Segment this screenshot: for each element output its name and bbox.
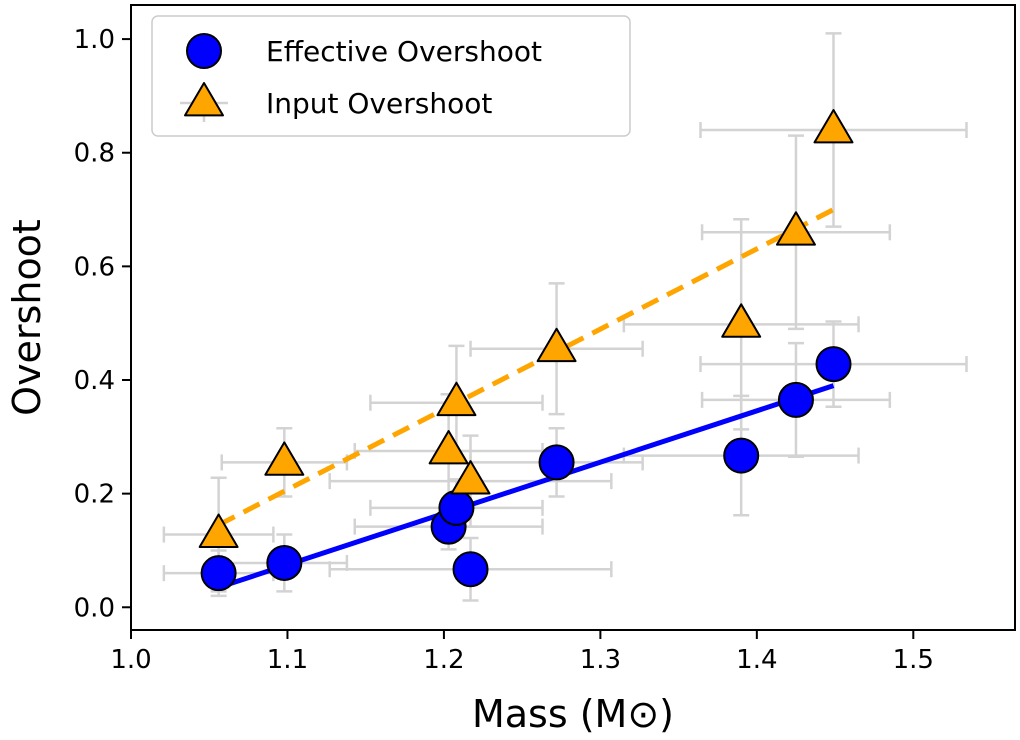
x-tick-label: 1.1 <box>267 645 308 675</box>
x-tick-label: 1.3 <box>580 645 621 675</box>
fit-lines-layer <box>217 207 835 590</box>
x-tick-label: 1.4 <box>736 645 777 675</box>
effective-overshoot-point <box>438 489 475 526</box>
effective-overshoot-point <box>266 544 303 581</box>
effective-overshoot-point <box>723 437 760 474</box>
input-overshoot-point <box>813 109 854 144</box>
legend-label-effective-overshoot: Effective Overshoot <box>266 35 542 68</box>
y-axis-title: Overshoot <box>5 219 49 416</box>
y-tick-label: 0.6 <box>74 252 115 282</box>
effective-overshoot-point <box>452 551 489 588</box>
legend-circle-marker <box>186 33 222 69</box>
effective-fit-line <box>217 383 835 590</box>
input-overshoot-point <box>198 513 239 548</box>
input-overshoot-point <box>536 327 577 363</box>
effective-overshoot-point <box>538 444 575 481</box>
input-overshoot-point <box>721 303 762 338</box>
x-axis-ticks: 1.0 1.1 1.2 1.3 1.4 1.5 <box>110 630 934 675</box>
plot-frame <box>130 4 1016 631</box>
x-tick-label: 1.0 <box>110 645 151 675</box>
markers-layer <box>198 109 854 592</box>
y-tick-label: 0.4 <box>74 366 115 396</box>
y-tick-label: 0.8 <box>74 139 115 169</box>
input-overshoot-point <box>436 381 477 417</box>
legend-marker-effective-overshoot <box>186 33 222 69</box>
input-fit-line <box>217 207 835 528</box>
x-axis-title: Mass (M⊙) <box>472 692 674 736</box>
legend-marker-input-overshoot <box>180 82 228 122</box>
y-tick-label: 1.0 <box>74 25 115 55</box>
effective-overshoot-point <box>200 555 237 592</box>
input-overshoot-point <box>450 460 491 495</box>
legend-label-input-overshoot: Input Overshoot <box>266 87 492 120</box>
y-tick-label: 0.0 <box>74 593 115 623</box>
effective-overshoot-point <box>815 346 852 383</box>
input-overshoot-point <box>775 211 816 246</box>
legend-triangle-marker <box>184 82 224 117</box>
x-tick-label: 1.2 <box>423 645 464 675</box>
x-tick-label: 1.5 <box>893 645 934 675</box>
legend: Effective Overshoot Input Overshoot <box>151 15 631 137</box>
effective-overshoot-point <box>777 381 814 418</box>
y-axis-ticks: 0.0 0.2 0.4 0.6 0.8 1.0 <box>74 25 131 623</box>
legend-box <box>151 15 631 137</box>
input-overshoot-point <box>264 441 305 476</box>
y-tick-label: 0.2 <box>74 480 115 510</box>
input-overshoot-point <box>428 430 469 465</box>
